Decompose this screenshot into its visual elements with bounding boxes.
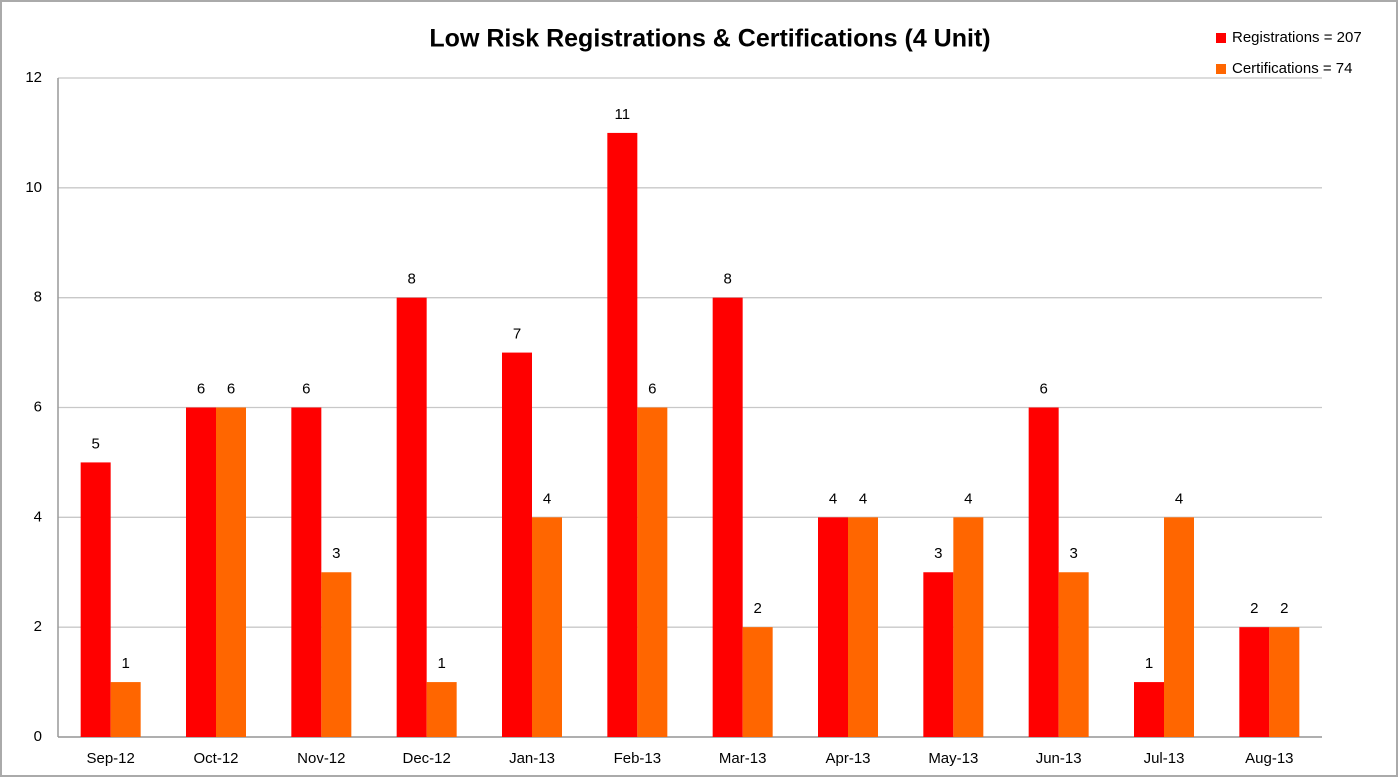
data-label: 2 xyxy=(753,600,761,617)
bar xyxy=(818,517,848,737)
data-label: 1 xyxy=(1145,655,1153,672)
bar xyxy=(848,517,878,737)
data-label: 4 xyxy=(859,490,867,507)
bar xyxy=(1164,517,1194,737)
legend-swatch xyxy=(1216,33,1226,43)
bar xyxy=(1134,682,1164,737)
data-label: 2 xyxy=(1250,600,1258,617)
data-label: 3 xyxy=(332,545,340,562)
data-label: 6 xyxy=(302,380,310,397)
data-label: 5 xyxy=(91,435,99,452)
x-tick-label: Feb-13 xyxy=(614,750,662,767)
bar xyxy=(607,132,638,737)
data-label: 8 xyxy=(723,271,731,288)
data-label: 11 xyxy=(615,106,631,123)
bar xyxy=(532,517,562,737)
data-label: 6 xyxy=(648,380,656,397)
data-label: 1 xyxy=(121,655,129,672)
bar xyxy=(216,407,246,737)
data-label: 4 xyxy=(829,490,837,507)
data-label: 4 xyxy=(1175,490,1183,507)
y-tick-label: 12 xyxy=(25,69,42,86)
data-label: 6 xyxy=(227,380,235,397)
x-tick-label: Apr-13 xyxy=(825,750,870,767)
bar xyxy=(637,407,668,737)
bar xyxy=(712,297,743,737)
data-label: 7 xyxy=(513,326,521,343)
y-tick-label: 8 xyxy=(34,289,42,306)
x-tick-label: Aug-13 xyxy=(1245,750,1293,767)
bar xyxy=(80,462,111,737)
x-tick-label: Jan-13 xyxy=(509,750,555,767)
bar xyxy=(110,682,141,737)
y-tick-label: 0 xyxy=(34,728,42,745)
bar xyxy=(1239,627,1270,737)
y-tick-label: 10 xyxy=(25,179,42,196)
bar xyxy=(1269,627,1300,737)
y-tick-label: 2 xyxy=(34,618,42,635)
data-label: 4 xyxy=(964,490,972,507)
bar xyxy=(396,297,427,737)
y-tick-label: 4 xyxy=(34,508,42,525)
legend-label: Registrations = 207 xyxy=(1232,29,1362,46)
data-label: 3 xyxy=(1069,545,1077,562)
bar xyxy=(953,517,984,737)
x-tick-label: Dec-12 xyxy=(402,750,450,767)
legend-swatch xyxy=(1216,64,1226,74)
data-label: 8 xyxy=(407,271,415,288)
bar xyxy=(291,407,322,737)
x-tick-label: Nov-12 xyxy=(297,750,345,767)
y-tick-label: 6 xyxy=(34,398,42,415)
data-label: 4 xyxy=(543,490,551,507)
data-label: 6 xyxy=(1039,380,1047,397)
bar xyxy=(502,352,532,737)
data-label: 3 xyxy=(934,545,942,562)
legend-label: Certifications = 74 xyxy=(1232,60,1352,77)
chart-title: Low Risk Registrations & Certifications … xyxy=(429,25,990,53)
bar xyxy=(426,682,457,737)
bar xyxy=(1058,572,1089,737)
x-tick-label: Oct-12 xyxy=(193,750,238,767)
data-label: 2 xyxy=(1280,600,1288,617)
bar xyxy=(186,407,216,737)
bar xyxy=(321,572,352,737)
bar xyxy=(1028,407,1059,737)
x-tick-label: Jul-13 xyxy=(1144,750,1185,767)
x-tick-label: Jun-13 xyxy=(1036,750,1082,767)
x-tick-label: Mar-13 xyxy=(719,750,767,767)
bar xyxy=(742,627,773,737)
bar xyxy=(923,572,954,737)
x-tick-label: May-13 xyxy=(928,750,978,767)
data-label: 1 xyxy=(437,655,445,672)
data-label: 6 xyxy=(197,380,205,397)
x-tick-label: Sep-12 xyxy=(86,750,134,767)
